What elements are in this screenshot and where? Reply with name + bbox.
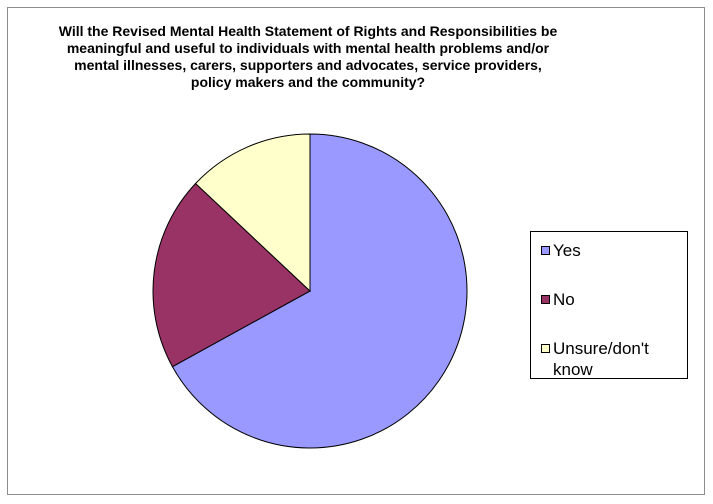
- legend-item-yes: Yes: [541, 240, 681, 261]
- pie-slice-yes: [171, 133, 468, 449]
- legend-swatch-yes: [541, 246, 550, 255]
- chart-title: Will the Revised Mental Health Statement…: [58, 23, 558, 90]
- legend: Yes No Unsure/don't know: [530, 231, 688, 379]
- legend-label-unsure: Unsure/don't know: [553, 339, 649, 379]
- legend-label-yes: Yes: [553, 241, 581, 260]
- legend-item-unsure: Unsure/don't know: [541, 338, 681, 380]
- pie-slice-unsure: [194, 133, 311, 293]
- legend-swatch-unsure: [541, 344, 550, 353]
- legend-item-no: No: [541, 289, 681, 310]
- legend-swatch-no: [541, 295, 550, 304]
- legend-label-no: No: [553, 290, 575, 309]
- pie-slice-no: [152, 182, 311, 368]
